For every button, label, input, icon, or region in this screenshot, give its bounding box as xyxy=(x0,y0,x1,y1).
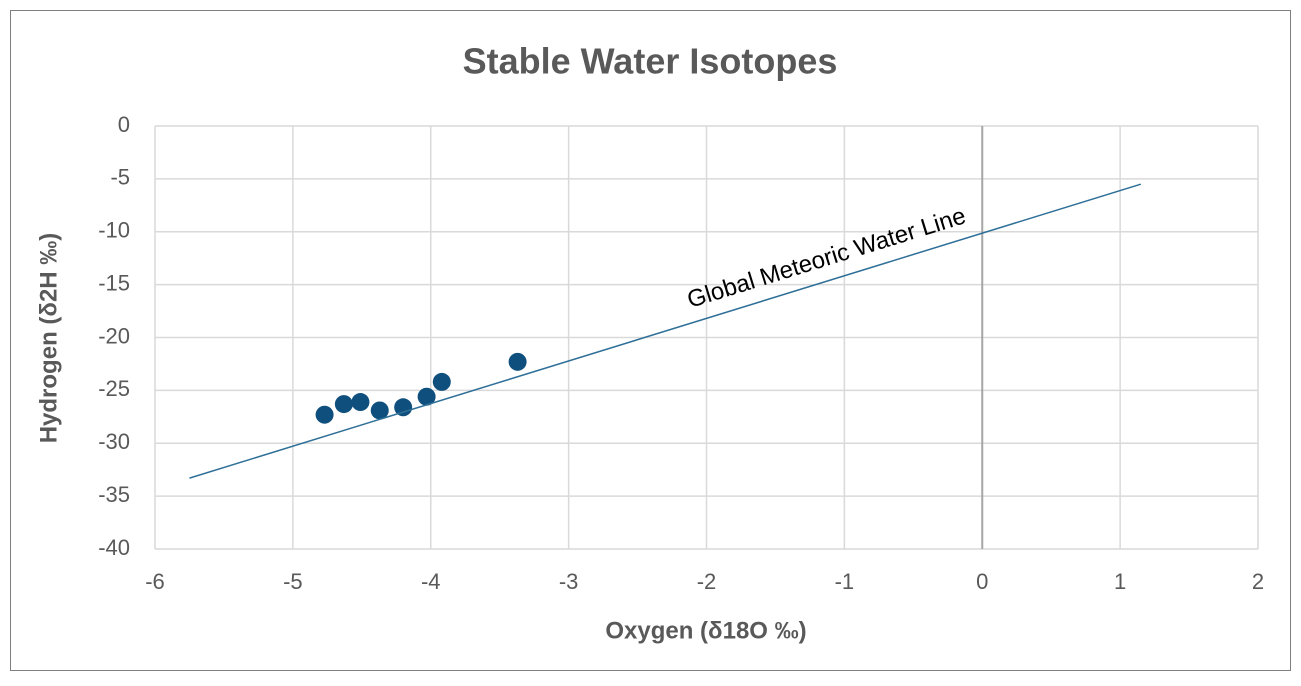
data-point xyxy=(370,401,389,420)
data-point xyxy=(315,405,334,424)
y-tick-label: -10 xyxy=(98,218,130,243)
y-tick-label: -40 xyxy=(98,535,130,560)
x-tick-label: -4 xyxy=(421,569,441,594)
y-tick-label: -5 xyxy=(110,165,130,190)
x-tick-label: 1 xyxy=(1114,569,1126,594)
y-tick-label: -20 xyxy=(98,323,130,348)
data-point xyxy=(432,372,451,391)
chart-frame xyxy=(10,10,1291,671)
y-axis-title: Hydrogen (δ2H ‰) xyxy=(35,233,62,444)
x-tick-label: -5 xyxy=(283,569,303,594)
data-point xyxy=(334,395,353,414)
x-tick-label: -3 xyxy=(559,569,579,594)
y-tick-label: 0 xyxy=(118,112,130,137)
chart-title: Stable Water Isotopes xyxy=(463,41,838,82)
x-tick-label: -2 xyxy=(697,569,717,594)
x-tick-label: 2 xyxy=(1252,569,1264,594)
y-tick-label: -30 xyxy=(98,429,130,454)
x-tick-label: -6 xyxy=(145,569,165,594)
x-tick-label: -1 xyxy=(835,569,855,594)
data-point xyxy=(394,398,413,417)
data-point xyxy=(351,393,370,412)
y-tick-label: -15 xyxy=(98,270,130,295)
data-point xyxy=(508,352,527,371)
x-axis-title: Oxygen (δ18O ‰) xyxy=(605,617,806,644)
trend-line xyxy=(189,183,1142,479)
y-tick-label: -35 xyxy=(98,482,130,507)
y-tick-label: -25 xyxy=(98,376,130,401)
x-tick-label: 0 xyxy=(976,569,988,594)
data-point xyxy=(417,387,436,406)
